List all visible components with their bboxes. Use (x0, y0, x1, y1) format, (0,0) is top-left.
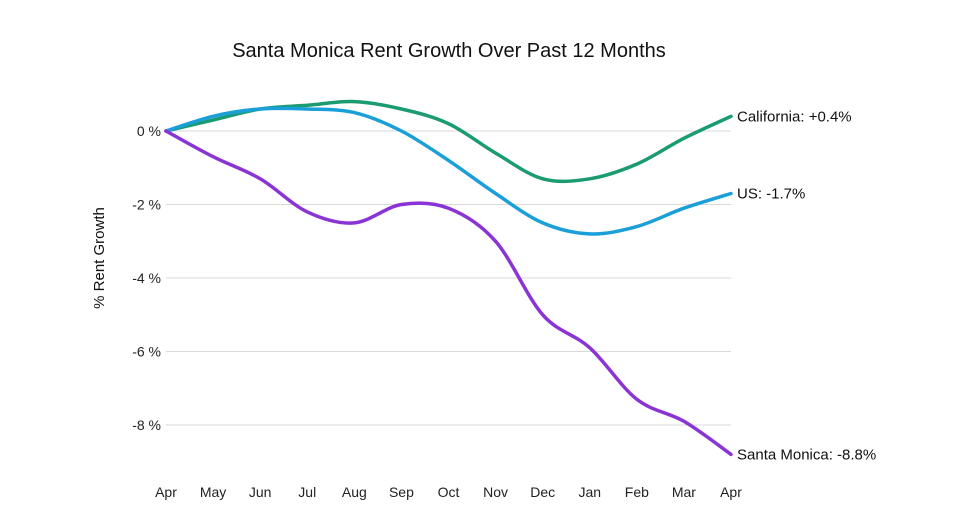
series-end-labels: California: +0.4% US: -1.7% Santa Monica: … (737, 108, 876, 463)
series-lines (164, 99, 733, 457)
x-tick-label: Dec (530, 484, 555, 500)
series-line-california (164, 99, 733, 184)
x-tick-label: Jul (298, 484, 316, 500)
chart-title: Santa Monica Rent Growth Over Past 12 Mo… (232, 40, 666, 62)
x-tick-label: Aug (342, 484, 367, 500)
x-tick-label: Apr (155, 484, 177, 500)
x-tick-labels: Apr May Jun Jul Aug Sep Oct Nov Dec Jan Feb Mar Apr (155, 484, 742, 500)
x-tick-label: Apr (720, 484, 742, 500)
x-tick-label: May (200, 484, 226, 500)
end-label-us: US: -1.7% (737, 185, 805, 202)
y-tick-label: -6 % (132, 344, 161, 360)
x-tick-label: Sep (389, 484, 414, 500)
x-tick-label: Mar (672, 484, 696, 500)
y-tick-label: -8 % (132, 417, 161, 433)
x-tick-label: Jun (249, 484, 272, 500)
x-tick-label: Feb (625, 484, 649, 500)
y-axis-label: % Rent Growth (91, 207, 108, 309)
y-tick-labels: 0 % -2 % -4 % -6 % -8 % (132, 123, 161, 433)
x-tick-label: Nov (483, 484, 508, 500)
x-tick-label: Jan (578, 484, 601, 500)
y-tick-label: -4 % (132, 270, 161, 286)
series-line-santa-monica (164, 129, 733, 457)
end-label-california: California: +0.4% (737, 108, 852, 125)
y-tick-label: 0 % (137, 123, 161, 139)
gridlines (166, 130, 731, 426)
series-line-us (164, 106, 733, 236)
x-tick-label: Oct (438, 484, 460, 500)
y-tick-label: -2 % (132, 197, 161, 213)
end-label-santa-monica: Santa Monica: -8.8% (737, 446, 876, 463)
